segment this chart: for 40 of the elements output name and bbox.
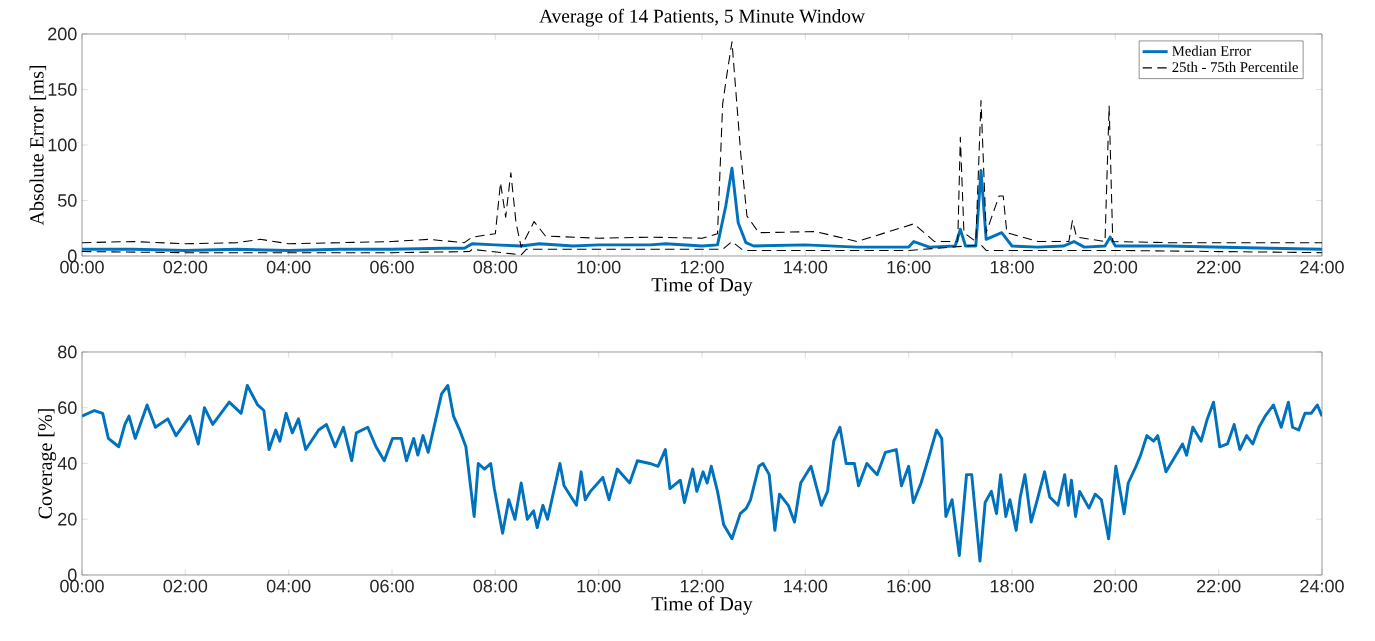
x-tick-label: 10:00 bbox=[577, 579, 621, 593]
x-tick-label: 08:00 bbox=[473, 579, 518, 593]
y-tick-label: 50 bbox=[57, 194, 77, 207]
x-axis-title: Time of Day bbox=[651, 277, 753, 296]
y-tick-label: 80 bbox=[58, 345, 77, 359]
y-axis-title: Absolute Error [ms] bbox=[29, 65, 47, 226]
x-tick-label: 18:00 bbox=[990, 260, 1034, 274]
x-tick-label: 02:00 bbox=[163, 579, 208, 593]
x-axis-title: Time of Day bbox=[651, 596, 753, 615]
x-tick-label: 14:00 bbox=[784, 260, 828, 274]
y-tick-label: 150 bbox=[48, 83, 77, 96]
x-tick-label: 14:00 bbox=[784, 579, 828, 593]
x-tick-label: 06:00 bbox=[370, 579, 414, 593]
x-tick-label: 10:00 bbox=[577, 260, 621, 274]
x-tick-label: 12:00 bbox=[680, 579, 724, 593]
x-tick-label: 22:00 bbox=[1197, 260, 1241, 274]
x-tick-label: 16:00 bbox=[887, 579, 931, 593]
y-tick-label: 60 bbox=[58, 401, 77, 415]
x-tick-label: 04:00 bbox=[266, 579, 311, 593]
legend-label: Median Error bbox=[1172, 45, 1252, 56]
x-tick-label: 24:00 bbox=[1300, 579, 1344, 593]
x-tick-label: 08:00 bbox=[473, 260, 518, 274]
x-tick-label: 24:00 bbox=[1300, 260, 1344, 274]
y-tick-label: 200 bbox=[48, 27, 77, 41]
x-tick-label: 18:00 bbox=[990, 579, 1034, 593]
x-tick-label: 04:00 bbox=[266, 260, 311, 274]
legend-label: 25th - 75th Percentile bbox=[1172, 61, 1298, 73]
y-tick-label: 40 bbox=[57, 457, 77, 470]
y-axis-title: Coverage [%] bbox=[37, 409, 57, 519]
x-tick-label: 20:00 bbox=[1093, 260, 1138, 274]
x-tick-label: 16:00 bbox=[887, 260, 931, 274]
x-tick-label: 06:00 bbox=[370, 260, 414, 274]
x-tick-label: 20:00 bbox=[1093, 579, 1138, 593]
y-tick-label: 20 bbox=[58, 512, 77, 526]
line-series bbox=[82, 383, 1323, 563]
x-tick-label: 22:00 bbox=[1197, 579, 1241, 593]
x-tick-label: 02:00 bbox=[163, 260, 208, 274]
y-tick-label: 100 bbox=[48, 138, 77, 152]
chart-title: Average of 14 Patients, 5 Minute Window bbox=[539, 8, 865, 27]
x-tick-label: 12:00 bbox=[680, 260, 724, 274]
